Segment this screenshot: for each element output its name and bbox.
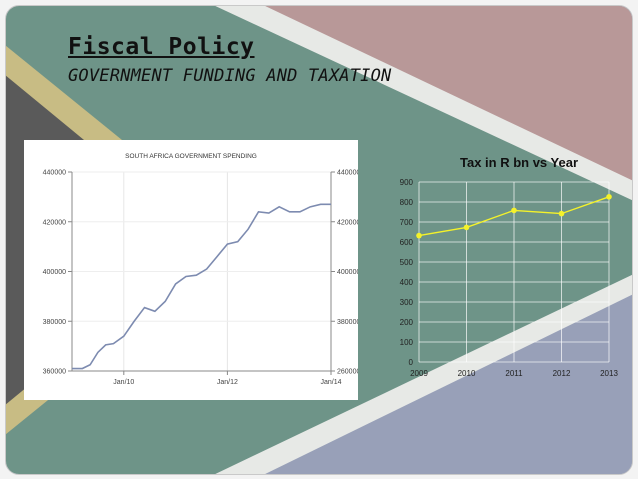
tax-data-point: [416, 232, 422, 239]
tax-x-tick-label: 2011: [505, 369, 523, 378]
tax-y-tick-label: 700: [400, 218, 414, 227]
spending-x-tick-label: Jan/14: [320, 379, 341, 386]
spending-x-tick-label: Jan/10: [113, 379, 134, 386]
spending-chart-title: SOUTH AFRICA GOVERNMENT SPENDING: [125, 153, 257, 160]
spending-y-tick-label-right: 420000: [337, 219, 358, 226]
spending-y-tick-label-right: 440000: [337, 170, 358, 177]
spending-series-line: [72, 203, 331, 370]
tax-data-point: [606, 194, 612, 200]
tax-data-point: [511, 207, 517, 214]
tax-x-tick-label: 2009: [410, 369, 428, 378]
tax-data-point: [558, 210, 565, 217]
tax-y-tick-label: 100: [400, 338, 414, 347]
spending-x-tick-label: Jan/12: [217, 379, 238, 386]
spending-y-tick-label: 420000: [43, 219, 66, 226]
spending-y-tick-label: 440000: [43, 170, 66, 177]
tax-y-tick-label: 900: [400, 178, 414, 187]
tax-y-tick-label: 0: [409, 358, 414, 367]
tax-y-tick-label: 500: [400, 258, 414, 267]
slide-title: Fiscal Policy: [68, 34, 255, 60]
spending-chart: SOUTH AFRICA GOVERNMENT SPENDING 360000 2…: [43, 153, 361, 386]
tax-y-tick-label: 400: [400, 278, 414, 287]
tax-y-tick-label: 200: [400, 318, 414, 327]
tax-y-tick-label: 600: [400, 238, 414, 247]
spending-y-tick-label-right: 260000: [337, 369, 358, 376]
spending-y-tick-label: 380000: [43, 319, 66, 326]
tax-y-tick-label: 800: [400, 198, 414, 207]
tax-y-tick-label: 300: [400, 298, 414, 307]
tax-x-tick-label: 2013: [600, 369, 618, 378]
title-block: Fiscal Policy GOVERNMENT FUNDING AND TAX…: [68, 34, 588, 86]
spending-y-tick-label-right: 400000: [337, 269, 358, 276]
tax-chart-title: Tax in R bn vs Year: [459, 155, 578, 170]
tax-chart: 0 100 200 300 400 500 600 700 800 900 2009 2010 2011…: [400, 178, 619, 378]
tax-x-tick-label: 2012: [553, 369, 571, 378]
spending-y-tick-label-right: 380000: [337, 319, 358, 326]
tax-data-point: [463, 224, 470, 231]
tax-chart-panel: 0 100 200 300 400 500 600 700 800 900 2009 2010 2011…: [384, 172, 624, 386]
spending-y-tick-label: 400000: [43, 269, 66, 276]
spending-y-tick-label: 360000: [43, 369, 66, 376]
spending-chart-panel: SOUTH AFRICA GOVERNMENT SPENDING 360000 2…: [24, 140, 361, 400]
tax-x-tick-label: 2010: [458, 369, 476, 378]
slide: Fiscal Policy GOVERNMENT FUNDING AND TAX…: [5, 5, 633, 475]
slide-subtitle: GOVERNMENT FUNDING AND TAXATION: [68, 66, 392, 86]
